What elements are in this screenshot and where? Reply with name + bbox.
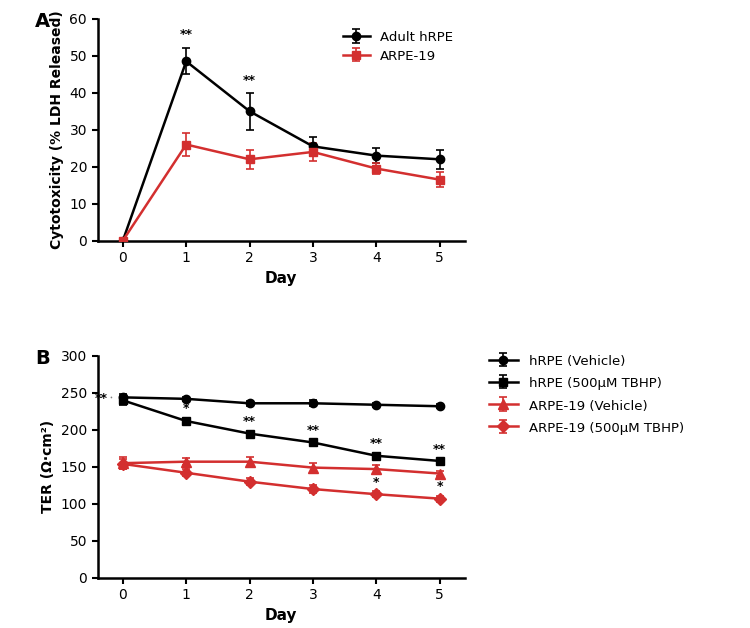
X-axis label: Day: Day xyxy=(265,271,298,286)
Text: *: * xyxy=(436,480,443,494)
Text: **: ** xyxy=(243,414,256,428)
Text: *: * xyxy=(183,402,190,415)
Text: **: ** xyxy=(243,74,256,87)
X-axis label: Day: Day xyxy=(265,608,298,623)
Text: A: A xyxy=(35,12,50,31)
Legend: Adult hRPE, ARPE-19: Adult hRPE, ARPE-19 xyxy=(338,26,458,68)
Text: **: ** xyxy=(433,443,446,456)
Legend: hRPE (Vehicle), hRPE (500μM TBHP), ARPE-19 (Vehicle), ARPE-19 (500μM TBHP): hRPE (Vehicle), hRPE (500μM TBHP), ARPE-… xyxy=(486,352,686,437)
Text: **: ** xyxy=(180,28,193,41)
Text: *: * xyxy=(373,476,380,489)
Text: B: B xyxy=(35,349,50,368)
Text: **: ** xyxy=(307,423,320,436)
Text: **: ** xyxy=(370,437,382,450)
Y-axis label: Cytotoxicity (% LDH Released): Cytotoxicity (% LDH Released) xyxy=(50,10,64,249)
Text: **: ** xyxy=(94,392,108,405)
Y-axis label: TER (Ω·cm²): TER (Ω·cm²) xyxy=(41,420,56,514)
